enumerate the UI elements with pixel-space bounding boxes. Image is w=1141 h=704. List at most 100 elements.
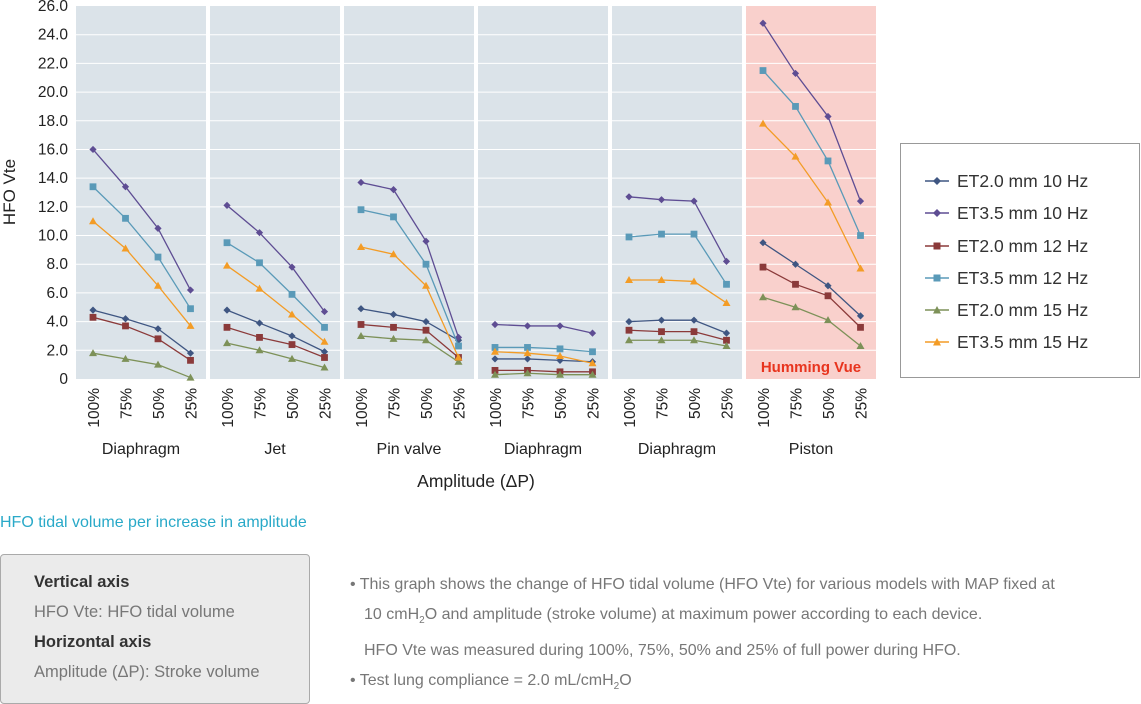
x-axis-label: Amplitude (ΔP) bbox=[417, 471, 535, 491]
data-point bbox=[288, 332, 296, 340]
legend-label: ET3.5 mm 10 Hz bbox=[957, 202, 1089, 223]
x-tick-label: 50% bbox=[151, 388, 168, 419]
data-point bbox=[625, 276, 633, 284]
series-line bbox=[495, 369, 593, 373]
x-tick-label: 50% bbox=[687, 388, 704, 419]
series-line bbox=[92, 186, 192, 310]
data-point bbox=[491, 366, 499, 374]
series-line bbox=[762, 296, 861, 347]
series-line bbox=[762, 242, 861, 317]
legend-label: ET2.0 mm 10 Hz bbox=[957, 170, 1089, 191]
chart-panel bbox=[344, 6, 474, 379]
data-point bbox=[454, 357, 463, 365]
series-line bbox=[226, 326, 325, 359]
data-point bbox=[186, 321, 195, 329]
data-point bbox=[89, 349, 97, 357]
data-point bbox=[523, 369, 532, 377]
y-tick-label: 18.0 bbox=[38, 113, 69, 130]
x-tick-label: 75% bbox=[655, 388, 672, 419]
data-point bbox=[523, 322, 532, 330]
data-point bbox=[454, 333, 463, 341]
y-tick-label: 14.0 bbox=[38, 170, 69, 187]
data-point bbox=[422, 237, 430, 245]
legend-label: ET2.0 mm 15 Hz bbox=[957, 299, 1089, 320]
legend-label: ET2.0 mm 12 Hz bbox=[957, 235, 1089, 256]
series-line bbox=[226, 309, 325, 353]
data-point bbox=[187, 305, 194, 313]
data-point bbox=[89, 306, 97, 314]
data-point bbox=[154, 325, 162, 333]
data-point bbox=[255, 319, 264, 327]
data-point bbox=[121, 183, 130, 191]
series-line bbox=[762, 123, 862, 269]
x-tick-label: 75% bbox=[253, 388, 270, 419]
data-point bbox=[223, 261, 231, 269]
series-line bbox=[494, 323, 593, 334]
x-tick-label: 25% bbox=[586, 388, 603, 419]
chart-panel bbox=[746, 6, 876, 379]
group-label: Diaphragm bbox=[504, 441, 582, 458]
data-point bbox=[454, 353, 463, 361]
x-tick-label: 100% bbox=[756, 388, 773, 428]
data-point bbox=[255, 346, 264, 354]
data-point bbox=[121, 315, 130, 323]
data-point bbox=[524, 344, 531, 351]
data-point bbox=[491, 344, 499, 351]
data-point bbox=[357, 178, 365, 187]
data-point bbox=[690, 328, 698, 336]
vertical-axis-desc: HFO Vte: HFO tidal volume bbox=[34, 603, 235, 621]
data-point bbox=[186, 373, 195, 381]
data-point bbox=[357, 243, 365, 251]
data-point bbox=[320, 307, 329, 316]
data-point bbox=[556, 356, 564, 364]
data-point bbox=[556, 345, 564, 353]
group-label: Diaphragm bbox=[638, 441, 716, 458]
legend-marker-triangle bbox=[925, 338, 949, 346]
data-point bbox=[256, 259, 263, 267]
chart-legend: ET2.0 mm 10 Hz ET3.5 mm 10 Hz ET2.0 mm 1… bbox=[900, 143, 1140, 378]
data-point bbox=[657, 196, 666, 204]
series-line bbox=[495, 346, 593, 353]
legend-item: ET3.5 mm 12 Hz bbox=[925, 266, 1088, 290]
data-point bbox=[357, 321, 365, 328]
y-tick-label: 2.0 bbox=[46, 342, 68, 359]
data-point bbox=[223, 339, 231, 347]
data-point bbox=[690, 336, 698, 344]
series-line bbox=[226, 342, 325, 369]
data-point bbox=[759, 239, 767, 247]
series-line bbox=[762, 22, 862, 202]
legend-marker-diamond bbox=[925, 209, 949, 217]
legend-marker-diamond bbox=[925, 177, 949, 185]
data-point bbox=[792, 103, 799, 110]
series-line bbox=[628, 196, 728, 262]
y-tick-label: 6.0 bbox=[46, 285, 68, 302]
data-point bbox=[389, 310, 398, 319]
data-point bbox=[89, 313, 97, 321]
data-point bbox=[154, 335, 162, 343]
data-point bbox=[223, 239, 231, 247]
x-tick-label: 75% bbox=[521, 388, 538, 419]
x-tick-label: 25% bbox=[720, 388, 737, 419]
data-point bbox=[723, 336, 730, 344]
data-point bbox=[523, 355, 532, 363]
vertical-axis-title: Vertical axis bbox=[34, 573, 130, 591]
series-line bbox=[92, 149, 192, 291]
series-line bbox=[92, 220, 192, 327]
data-point bbox=[722, 298, 731, 306]
y-tick-label: 20.0 bbox=[38, 84, 69, 101]
data-point bbox=[422, 318, 430, 326]
data-point bbox=[122, 322, 129, 330]
hfo-vte-chart: 100% 75% 50% 25% Diaphragm 100% 75% 50% 25% Jet 10… bbox=[0, 0, 876, 491]
note-line: HFO Vte was measured during 100%, 75%, 5… bbox=[364, 642, 961, 660]
series-line bbox=[360, 323, 459, 358]
data-point bbox=[792, 280, 799, 288]
data-point bbox=[357, 206, 365, 214]
data-point bbox=[824, 112, 832, 121]
data-point bbox=[321, 354, 328, 361]
data-point bbox=[187, 356, 194, 364]
series-line bbox=[762, 70, 862, 236]
data-point bbox=[255, 284, 264, 292]
series-line bbox=[92, 352, 191, 379]
data-point bbox=[89, 145, 97, 154]
data-point bbox=[154, 281, 162, 289]
